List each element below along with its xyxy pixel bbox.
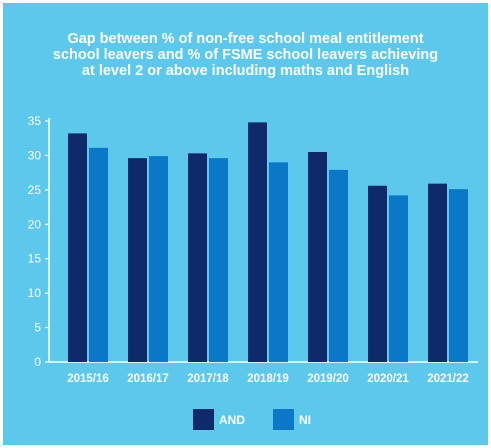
y-tick-label: 0 — [34, 355, 41, 369]
legend-label-ni: NI — [299, 413, 311, 427]
x-tick-label: 2017/18 — [187, 373, 229, 385]
bar-and-2017-18 — [188, 153, 207, 362]
x-tick-label: 2016/17 — [127, 373, 169, 385]
bar-ni-2016-17 — [149, 156, 168, 362]
y-tick-label: 30 — [28, 148, 42, 162]
bar-ni-2021-22 — [449, 189, 468, 362]
y-tick-label: 20 — [28, 217, 42, 231]
legend-swatch-ni — [273, 409, 294, 430]
x-tick-label: 2020/21 — [367, 373, 409, 385]
x-tick-label: 2018/19 — [247, 373, 289, 385]
y-tick-label: 5 — [34, 321, 41, 335]
chart-title-line-2: school leavers and % of FSME school leav… — [52, 47, 439, 63]
x-axis: 2015/16 2016/17 2017/18 2018/19 2019/20 2020/… — [49, 361, 478, 385]
bar-and-2016-17 — [128, 158, 147, 362]
bar-and-2015-16 — [68, 133, 87, 362]
y-axis: 0 5 10 15 20 25 30 35 — [28, 114, 50, 369]
bar-ni-2020-21 — [389, 195, 408, 362]
chart-title: Gap between % of non-free school meal en… — [13, 31, 478, 79]
bar-and-2019-20 — [308, 151, 327, 362]
chart-title-line-1: Gap between % of non-free school meal en… — [67, 31, 424, 47]
bar-ni-2019-20 — [329, 169, 348, 362]
legend: AND NI — [193, 409, 311, 430]
y-tick-label: 35 — [28, 114, 42, 128]
x-tick-label: 2021/22 — [427, 373, 469, 385]
y-tick-label: 10 — [28, 286, 42, 300]
y-tick-label: 25 — [28, 183, 42, 197]
bar-and-2021-22 — [428, 183, 447, 362]
bars — [68, 122, 468, 363]
bar-ni-2018-19 — [269, 162, 288, 362]
legend-label-and: AND — [219, 413, 245, 427]
y-tick-label: 15 — [28, 252, 42, 266]
bar-and-2018-19 — [248, 122, 267, 363]
chart-title-line-3: at level 2 or above including maths and … — [81, 63, 410, 79]
x-tick-label: 2015/16 — [67, 373, 109, 385]
bar-ni-2017-18 — [209, 158, 228, 362]
legend-swatch-and — [193, 409, 214, 430]
bar-ni-2015-16 — [89, 147, 108, 362]
bar-and-2020-21 — [368, 185, 387, 362]
x-tick-label: 2019/20 — [307, 373, 349, 385]
